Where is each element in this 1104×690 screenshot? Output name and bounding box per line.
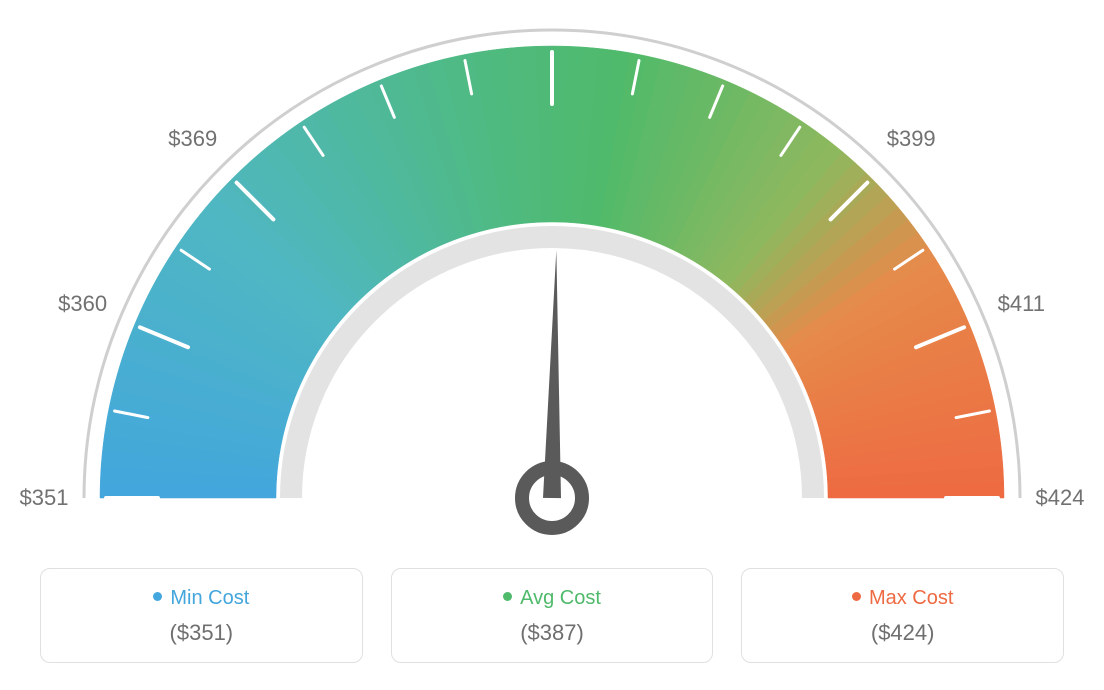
avg-cost-value: ($387) [402,620,703,646]
gauge-tick-label: $424 [1036,485,1085,511]
max-cost-label: Max Cost [869,587,953,609]
avg-cost-title: Avg Cost [402,587,703,610]
gauge-tick-label: $387 [528,0,577,3]
min-cost-title: Min Cost [51,587,352,610]
gauge-chart: $351 $360 $369 $387 $399 $411 $424 [0,0,1104,560]
min-cost-value: ($351) [51,620,352,646]
gauge-tick-label: $399 [887,126,936,152]
summary-cards: Min Cost ($351) Avg Cost ($387) Max Cost… [0,568,1104,663]
avg-cost-label: Avg Cost [520,587,601,609]
min-cost-dot [153,592,162,601]
min-cost-label: Min Cost [170,587,249,609]
max-cost-dot [852,592,861,601]
gauge-tick-label: $351 [20,485,69,511]
gauge-tick-label: $411 [998,291,1045,317]
avg-cost-card: Avg Cost ($387) [391,568,714,663]
gauge-needle [543,250,561,498]
max-cost-title: Max Cost [752,587,1053,610]
max-cost-value: ($424) [752,620,1053,646]
gauge-svg [0,0,1104,560]
max-cost-card: Max Cost ($424) [741,568,1064,663]
gauge-tick-label: $369 [168,126,217,152]
min-cost-card: Min Cost ($351) [40,568,363,663]
gauge-tick-label: $360 [58,291,107,317]
avg-cost-dot [503,592,512,601]
